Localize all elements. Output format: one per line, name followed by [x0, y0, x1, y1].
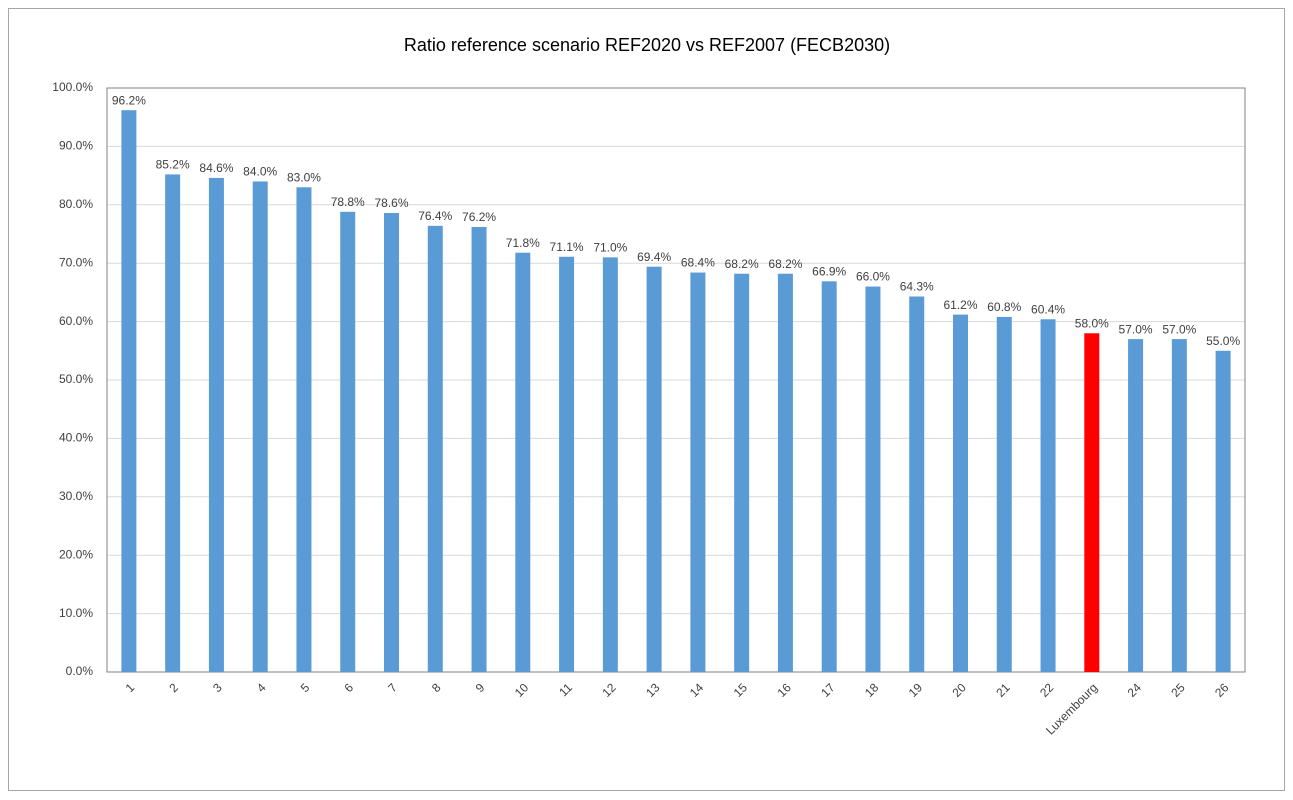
- data-label: 58.0%: [1075, 316, 1109, 330]
- bar: [515, 252, 531, 673]
- y-tick-label: 90.0%: [59, 139, 93, 153]
- data-label: 64.3%: [900, 280, 934, 294]
- y-tick-label: 50.0%: [59, 372, 93, 386]
- data-label: 57.0%: [1162, 322, 1196, 336]
- bar: [1084, 333, 1100, 672]
- data-label: 61.2%: [943, 298, 977, 312]
- data-label: 85.2%: [156, 158, 190, 172]
- bar: [208, 177, 224, 672]
- bar: [296, 187, 312, 672]
- data-label: 60.8%: [987, 300, 1021, 314]
- data-label: 78.8%: [331, 195, 365, 209]
- y-tick-label: 20.0%: [59, 547, 93, 561]
- y-tick-label: 70.0%: [59, 255, 93, 269]
- bar: [340, 211, 356, 673]
- bar: [821, 281, 837, 672]
- bar: [427, 225, 443, 672]
- data-label: 83.0%: [287, 170, 321, 184]
- data-label: 71.8%: [506, 236, 540, 250]
- bar: [384, 212, 399, 672]
- bar: [690, 272, 706, 672]
- y-tick-label: 100.0%: [52, 80, 93, 94]
- bar: [996, 316, 1012, 672]
- data-label: 66.9%: [812, 264, 846, 278]
- bar: [602, 257, 618, 672]
- data-label: 78.6%: [374, 196, 408, 210]
- bar: [734, 273, 750, 672]
- data-label: 71.1%: [550, 240, 584, 254]
- bar: [865, 286, 881, 672]
- data-label: 76.4%: [418, 209, 452, 223]
- data-label: 84.6%: [199, 161, 233, 175]
- data-label: 60.4%: [1031, 302, 1065, 316]
- bar: [121, 110, 137, 672]
- data-label: 66.0%: [856, 270, 890, 284]
- bar: [777, 273, 793, 672]
- bar: [471, 226, 487, 672]
- data-label: 71.0%: [593, 241, 627, 255]
- bar: [953, 314, 968, 672]
- data-label: 68.2%: [768, 257, 802, 271]
- y-tick-label: 60.0%: [59, 314, 93, 328]
- y-tick-label: 30.0%: [59, 489, 93, 503]
- data-label: 57.0%: [1119, 322, 1153, 336]
- y-tick-label: 40.0%: [59, 431, 93, 445]
- bar: [646, 266, 662, 672]
- bar: [559, 256, 575, 672]
- chart-title: Ratio reference scenario REF2020 vs REF2…: [404, 35, 890, 55]
- bar: [165, 174, 181, 672]
- y-tick-label: 80.0%: [59, 197, 93, 211]
- bar: [1171, 339, 1187, 672]
- data-label: 68.4%: [681, 256, 715, 270]
- bar: [1040, 319, 1056, 672]
- data-label: 55.0%: [1206, 334, 1240, 348]
- data-label: 84.0%: [243, 165, 277, 179]
- bar: [1128, 339, 1144, 672]
- bar: [1215, 350, 1231, 672]
- bar: [909, 296, 925, 672]
- plot-border: [106, 87, 1246, 673]
- y-tick-label: 0.0%: [66, 664, 94, 678]
- data-label: 69.4%: [637, 250, 671, 264]
- bar: [252, 181, 268, 672]
- y-tick-label: 10.0%: [59, 606, 93, 620]
- data-label: 68.2%: [725, 257, 759, 271]
- data-label: 76.2%: [462, 210, 496, 224]
- data-label: 96.2%: [112, 93, 146, 107]
